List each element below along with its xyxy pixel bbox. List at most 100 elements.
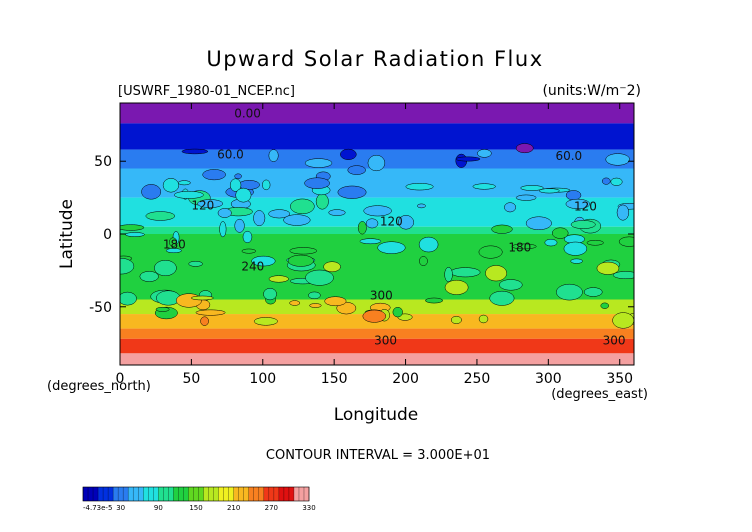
x-axis-label: Longitude (334, 405, 419, 425)
contour-blob (405, 183, 434, 191)
contour-blob (544, 238, 558, 247)
contour-blob (141, 184, 162, 200)
contour-blob (174, 190, 204, 199)
lat-band-9 (120, 328, 634, 339)
contour-label: 60.0 (217, 147, 244, 161)
colorbar-swatch (248, 487, 265, 501)
contour-blob (235, 187, 252, 203)
contour-label: 0.00 (234, 107, 261, 121)
contour-blob (234, 218, 245, 233)
contour-blob (308, 291, 321, 300)
lat-band-11 (120, 353, 634, 365)
contour-blob (188, 260, 203, 267)
x-axis-unit: (degrees_east) (551, 387, 648, 402)
contour-blob (268, 149, 279, 162)
contour-blob (583, 287, 603, 297)
contour-blob (556, 283, 583, 301)
contour-blob (600, 302, 609, 309)
contour-blob (154, 259, 177, 277)
contour-blob (283, 214, 311, 226)
contour-labels: 0.00 60.0 60.0 120 120 120 180 180 240 300 300 300 (163, 107, 626, 348)
contour-blob (425, 297, 443, 304)
contour-blob (219, 221, 227, 238)
contour-blob (195, 309, 226, 316)
x-tick-label: 100 (249, 371, 276, 387)
contour-blob (605, 153, 630, 166)
contour-blob (253, 317, 278, 326)
contour-blob (455, 156, 481, 162)
contour-blob (520, 185, 544, 191)
contour-label: 120 (574, 200, 597, 214)
contour-blob (612, 271, 634, 280)
contour-blob (241, 248, 257, 254)
contour-blob (392, 306, 403, 318)
contour-blob (419, 256, 428, 266)
contour-blob (538, 188, 560, 194)
contour-blob (287, 254, 314, 267)
x-tick-label: 50 (182, 371, 200, 387)
contour-blob (570, 258, 583, 264)
colorbar-swatch (278, 487, 295, 501)
contour-label: 180 (508, 240, 531, 254)
colorbar-label: 90 (154, 504, 163, 512)
colorbar-frame (82, 486, 310, 502)
contour-blob (504, 202, 517, 213)
contour-blob (251, 255, 276, 267)
contour-blob (612, 312, 634, 329)
contour-blob (610, 177, 623, 186)
contour-blob (181, 148, 209, 155)
contour-blob (565, 198, 590, 209)
contour-blob (200, 316, 209, 326)
contour-blob (304, 177, 330, 189)
colorbar-swatch (83, 487, 99, 501)
contour-interval-text: CONTOUR INTERVAL = 3.000E+01 (266, 448, 490, 463)
colorbar-labels: -4.73e-5 30 90 150 210 270 330 (83, 504, 316, 512)
contour-blob (377, 241, 406, 254)
contour-blob (618, 236, 634, 247)
contour-blobs (120, 143, 634, 329)
contour-blob (268, 209, 291, 219)
contour-blob (324, 296, 347, 307)
contour-blob (289, 300, 301, 306)
x-tick-label: 300 (535, 371, 562, 387)
contour-blob (565, 190, 582, 201)
y-axis-unit: (degrees_north) (47, 379, 151, 394)
lat-band-0 (120, 103, 634, 124)
y-tick-label: -50 (89, 300, 112, 316)
contour-blob (489, 290, 515, 306)
contour-blob (290, 198, 315, 215)
contour-blob (365, 218, 379, 229)
colorbar-swatch (173, 487, 189, 501)
contour-blob (450, 315, 462, 325)
contour-blob (176, 293, 202, 308)
contour-blob (217, 208, 232, 218)
y-tick-label: 0 (103, 227, 112, 243)
contour-blob (162, 178, 180, 193)
contour-blob (289, 247, 318, 255)
contour-blob (268, 275, 289, 283)
contour-blob (139, 271, 159, 282)
colorbar (82, 486, 310, 502)
colorbar-swatch (293, 487, 310, 501)
contour-label: 240 (241, 259, 264, 273)
contour-blob (357, 221, 367, 235)
contour-blob (263, 287, 277, 301)
colorbar-swatch (263, 487, 280, 501)
contour-blob (242, 230, 253, 244)
contour-blob (418, 236, 439, 253)
contour-blob (472, 183, 496, 190)
contour-blob (145, 211, 176, 221)
contour-blob (165, 248, 182, 254)
colorbar-label: 210 (227, 504, 240, 512)
contour-blob (363, 205, 392, 217)
y-tick-label: 50 (94, 154, 112, 170)
contour-blob (229, 178, 242, 192)
colorbar-swatch (98, 487, 114, 501)
colorbar-label: 330 (302, 504, 315, 512)
contour-blob (515, 194, 537, 201)
contour-blob (337, 185, 367, 199)
y-axis-ticks: 50 0 -50 (89, 154, 634, 316)
colorbar-swatch (233, 487, 250, 501)
x-axis-ticks: 0 50 100 150 200 250 300 350 (116, 103, 633, 387)
